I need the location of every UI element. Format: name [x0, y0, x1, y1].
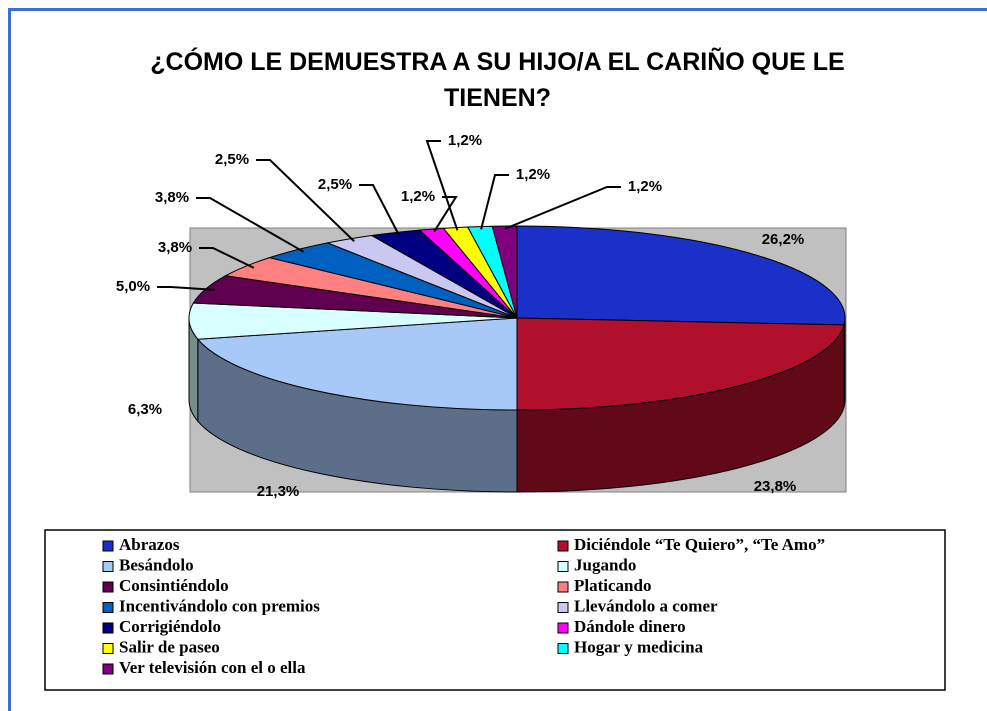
data-label: 21,3% [257, 483, 300, 500]
data-label: 1,2% [401, 188, 435, 205]
legend-label: Ver televisión con el o ella [119, 658, 306, 677]
data-label: 2,5% [318, 176, 352, 193]
leader-line [359, 184, 400, 236]
data-label: 3,8% [155, 189, 189, 206]
slice [188, 302, 518, 340]
data-label: 5,0% [116, 278, 150, 295]
leader-line [196, 197, 305, 253]
legend-swatch [557, 622, 569, 634]
data-label: 1,2% [448, 132, 482, 149]
slice [516, 317, 845, 411]
slice [516, 225, 846, 326]
legend-label: Llevándolo a comer [574, 596, 718, 615]
leader-line [425, 140, 459, 231]
legend-label: Hogar y medicina [574, 637, 704, 656]
legend-swatch [102, 561, 114, 572]
data-label: 1,2% [516, 166, 550, 183]
data-label: 2,5% [215, 151, 249, 168]
data-label: 3,8% [158, 239, 192, 256]
legend-swatch [102, 540, 114, 552]
legend-box [44, 529, 946, 691]
chart-title: ¿CÓMO LE DEMUESTRA A SU HIJO/A EL CARIÑO… [150, 48, 845, 112]
leader-line [256, 159, 355, 243]
legend-swatch [557, 581, 569, 593]
leader-line [504, 186, 621, 230]
leader-line [199, 247, 255, 269]
legend-label: Corrigiéndolo [119, 617, 221, 636]
data-label: 26,2% [762, 231, 805, 248]
legend-swatch [557, 643, 569, 654]
data-label: 1,2% [628, 178, 662, 195]
legend-label: Dándole dinero [574, 617, 686, 636]
leader-line [480, 174, 509, 230]
legend-swatch [557, 602, 569, 613]
legend-swatch [102, 602, 114, 613]
legend-swatch [102, 581, 114, 593]
frame [8, 8, 987, 711]
legend-label: Abrazos [119, 535, 180, 554]
legend-label: Platicando [574, 576, 651, 595]
slice [196, 317, 518, 411]
legend-label: Salir de paseo [119, 637, 220, 656]
legend-label: Besándolo [119, 555, 194, 574]
legend-label: Diciéndole “Te Quiero”, “Te Amo” [574, 535, 825, 554]
leader-line [157, 286, 216, 291]
legend-swatch [102, 622, 114, 634]
legend-swatch [102, 643, 114, 654]
data-label: 6,3% [128, 401, 162, 418]
legend-label: Jugando [574, 555, 636, 574]
legend-swatch [557, 561, 569, 572]
legend-label: Consintiéndolo [119, 576, 229, 595]
legend-swatch [557, 540, 569, 552]
data-label: 23,8% [754, 478, 797, 495]
legend-swatch [102, 663, 114, 675]
legend-label: Incentivándolo con premios [119, 596, 320, 615]
slice [491, 225, 518, 319]
